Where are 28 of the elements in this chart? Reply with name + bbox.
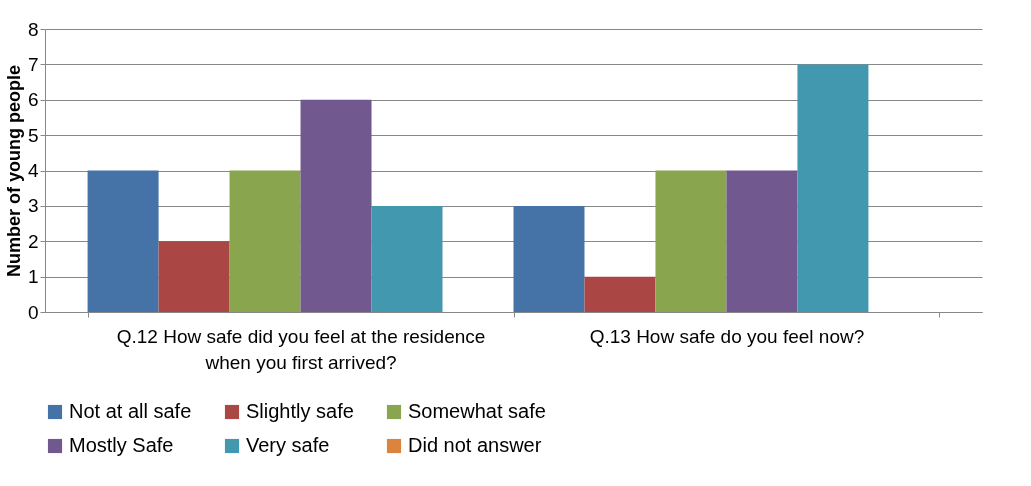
y-tick-label: 0 bbox=[27, 301, 39, 323]
bar bbox=[513, 205, 585, 312]
legend-label: Somewhat safe bbox=[408, 400, 546, 422]
y-tick-label: 2 bbox=[27, 230, 39, 252]
bar bbox=[87, 170, 159, 312]
bar bbox=[584, 276, 656, 312]
bar bbox=[371, 205, 443, 312]
bar bbox=[158, 241, 230, 312]
legend-label: Not at all safe bbox=[69, 400, 192, 422]
legend-label: Mostly Safe bbox=[69, 434, 174, 456]
x-tick-label: Q.12 How safe did you feel at the residence when you first arrived? bbox=[116, 325, 486, 373]
bar bbox=[655, 170, 727, 312]
y-tick-label: 8 bbox=[27, 18, 39, 40]
legend-label: Very safe bbox=[246, 434, 330, 456]
y-tick-label: 3 bbox=[27, 195, 39, 217]
y-tick-label: 4 bbox=[27, 160, 39, 181]
bar bbox=[300, 99, 372, 312]
y-tick-label: 1 bbox=[27, 266, 39, 288]
x-tick-label: Q.13 How safe do you feel now? bbox=[589, 325, 865, 347]
y-axis-title: Number of young people bbox=[3, 64, 24, 278]
y-tick-label: 5 bbox=[27, 124, 39, 146]
y-tick-label: 7 bbox=[27, 53, 39, 75]
legend-label: Slightly safe bbox=[246, 400, 354, 422]
bar bbox=[726, 170, 798, 312]
y-tick-label: 6 bbox=[27, 89, 39, 111]
legend-label: Did not answer bbox=[408, 434, 542, 456]
bar bbox=[797, 64, 869, 312]
bar bbox=[229, 170, 301, 312]
